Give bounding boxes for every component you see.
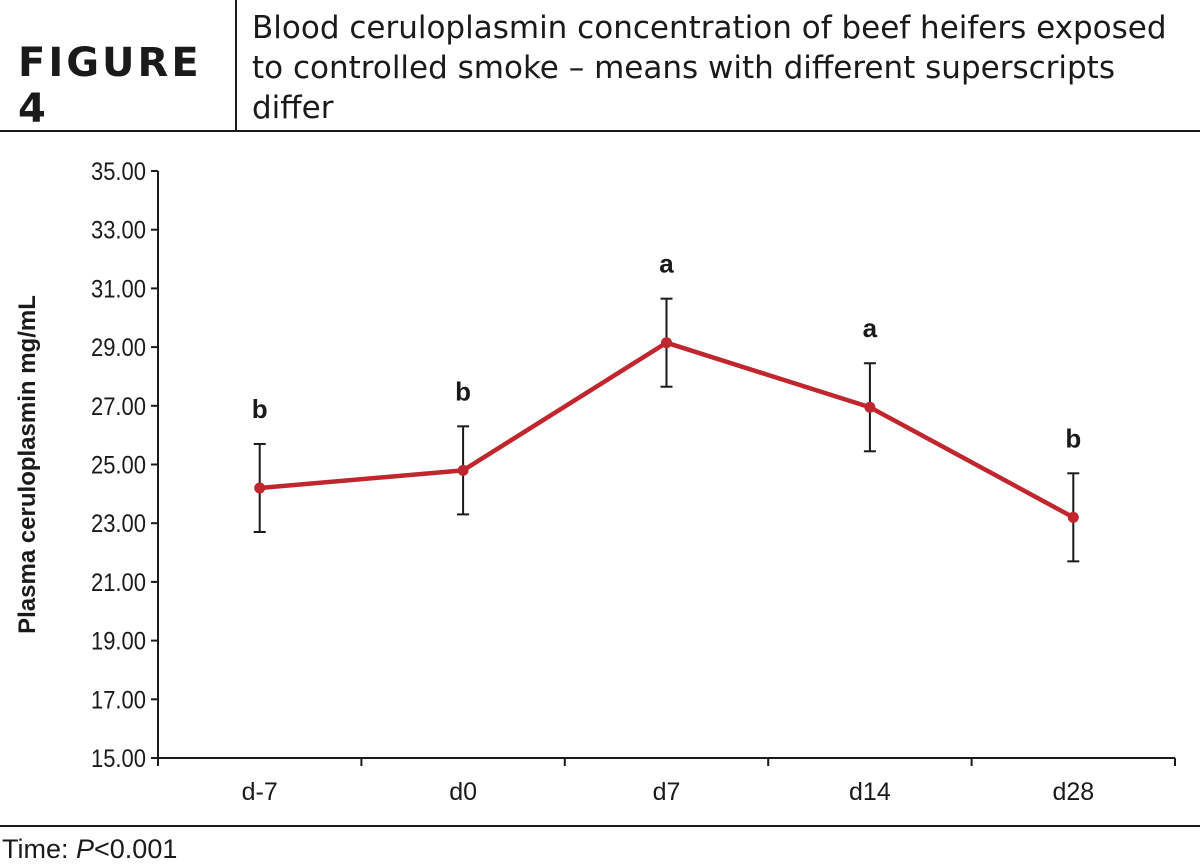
x-tick-label: d28: [1052, 778, 1094, 806]
footer-rule: [0, 825, 1200, 827]
y-tick-label: 25.00: [91, 451, 146, 479]
y-tick-label: 15.00: [91, 745, 146, 773]
footnote: Time: P<0.001: [2, 834, 177, 865]
figure-header: FIGURE 4 Blood ceruloplasmin concentrati…: [0, 0, 1200, 132]
y-axis-label: Plasma ceruloplasmin mg/mL: [14, 295, 41, 634]
y-tick-label: 35.00: [91, 158, 146, 186]
figure-label: FIGURE 4: [18, 40, 202, 132]
y-tick-label: 17.00: [91, 686, 146, 714]
y-tick-label: 23.00: [91, 510, 146, 538]
data-point: [254, 482, 266, 494]
y-tick-label: 19.00: [91, 627, 146, 655]
data-point: [661, 337, 672, 349]
line-chart: 15.00 17.00 19.00 21.00 23.00 25.00 27.00 29.00…: [14, 158, 1176, 806]
data-point: [864, 401, 876, 413]
data-point: [1067, 511, 1079, 523]
superscript-label: a: [863, 313, 878, 343]
figure-title: Blood ceruloplasmin concentration of bee…: [252, 10, 1167, 126]
superscript-label: b: [455, 376, 471, 406]
superscript-label: b: [252, 394, 268, 424]
superscript-label: a: [659, 249, 674, 279]
y-tick-label: 27.00: [91, 393, 146, 421]
footnote-value: <0.001: [94, 834, 178, 864]
data-point: [457, 464, 469, 476]
x-tick-label: d7: [653, 778, 681, 806]
x-tick-label: d14: [849, 778, 891, 806]
footnote-p-symbol: P: [76, 834, 95, 864]
y-tick-label: 31.00: [91, 275, 146, 303]
x-tick-label: d-7: [242, 778, 278, 806]
y-tick-label: 29.00: [91, 334, 146, 362]
superscript-label: b: [1065, 423, 1081, 453]
y-tick-label: 33.00: [91, 216, 146, 244]
header-divider: [235, 0, 237, 130]
footnote-prefix: Time:: [2, 834, 76, 864]
y-tick-label: 21.00: [91, 569, 146, 597]
x-tick-label: d0: [449, 778, 477, 806]
